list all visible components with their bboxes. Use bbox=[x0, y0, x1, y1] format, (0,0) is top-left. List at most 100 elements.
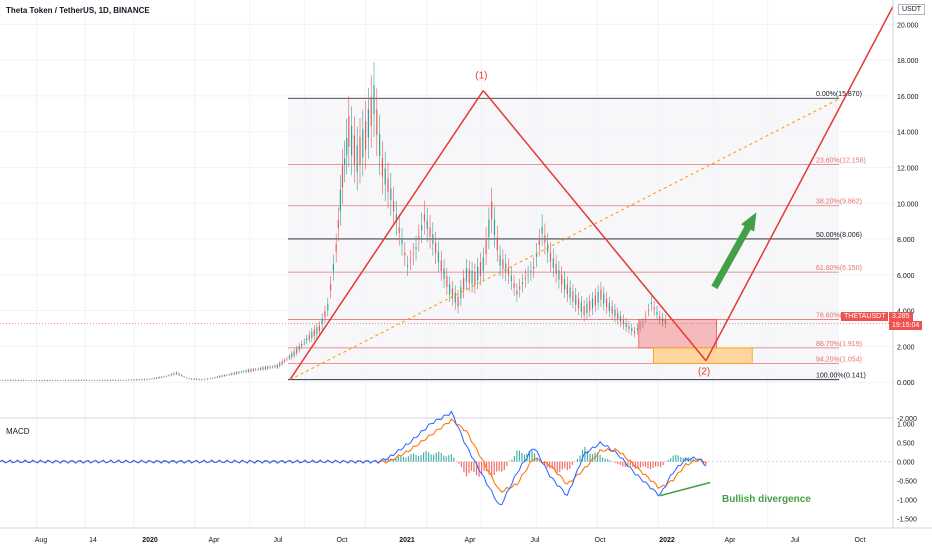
candle-body bbox=[2, 379, 4, 381]
macd-axis-tick: 0.500 bbox=[897, 441, 915, 448]
candle-body bbox=[70, 380, 72, 381]
candle-body bbox=[505, 263, 507, 272]
candle-body bbox=[608, 303, 610, 312]
macd-histogram-bar bbox=[584, 447, 586, 462]
candle-body bbox=[163, 376, 165, 378]
candle-body bbox=[544, 235, 546, 243]
candle-body bbox=[23, 380, 25, 381]
candle-body bbox=[549, 252, 552, 262]
candle-body bbox=[384, 168, 386, 185]
macd-histogram-bar bbox=[599, 454, 601, 462]
macd-histogram-bar bbox=[80, 461, 82, 463]
candle-body bbox=[563, 279, 566, 290]
candle-body bbox=[603, 293, 605, 304]
macd-histogram-bar bbox=[133, 461, 135, 463]
macd-histogram-bar bbox=[473, 461, 475, 473]
candle-body bbox=[457, 296, 459, 307]
macd-histogram-bar bbox=[347, 461, 349, 463]
candle-body bbox=[589, 300, 591, 311]
macd-histogram-bar bbox=[589, 453, 591, 462]
macd-histogram-bar bbox=[422, 452, 425, 462]
candle-body bbox=[196, 378, 198, 380]
candle-body bbox=[591, 298, 594, 309]
candle-body bbox=[49, 380, 51, 381]
candle-body bbox=[335, 244, 337, 252]
candle-body bbox=[301, 343, 303, 347]
macd-histogram-bar bbox=[39, 461, 41, 463]
macd-histogram-bar bbox=[670, 458, 672, 462]
chart-title: Theta Token / TetherUS, 1D, BINANCE bbox=[6, 6, 150, 15]
macd-histogram-bar bbox=[523, 454, 526, 462]
candle-body bbox=[245, 370, 247, 372]
macd-histogram-bar bbox=[105, 461, 107, 463]
macd-histogram-bar bbox=[483, 461, 485, 472]
macd-histogram-bar bbox=[571, 461, 573, 465]
macd-histogram-bar bbox=[95, 461, 97, 463]
candle-body bbox=[276, 364, 278, 368]
candle-body bbox=[262, 367, 264, 370]
candle-body bbox=[619, 316, 622, 322]
macd-histogram-bar bbox=[435, 452, 437, 462]
macd-histogram-bar bbox=[198, 461, 200, 463]
macd-histogram-bar bbox=[702, 461, 705, 464]
candle-body bbox=[440, 260, 442, 272]
macd-histogram-bar bbox=[32, 461, 34, 463]
candle-body bbox=[617, 313, 619, 319]
candle-body bbox=[339, 189, 341, 211]
macd-histogram-bar bbox=[460, 461, 463, 468]
candle-body bbox=[146, 379, 148, 380]
macd-histogram-bar bbox=[327, 461, 329, 463]
candle-body bbox=[468, 269, 470, 283]
time-axis-tick: Aug bbox=[35, 537, 48, 544]
macd-axis-tick: -0.500 bbox=[897, 479, 917, 486]
candle-body bbox=[645, 316, 647, 318]
candle-body bbox=[367, 108, 370, 138]
macd-histogram-bar bbox=[264, 461, 266, 463]
fib-level-label: 0.00%(15.870) bbox=[816, 91, 862, 98]
macd-histogram-bar bbox=[687, 457, 689, 462]
candle-body bbox=[332, 264, 334, 272]
macd-histogram-bar bbox=[238, 461, 241, 463]
macd-histogram-bar bbox=[153, 461, 155, 463]
macd-histogram-bar bbox=[677, 455, 679, 462]
candle-body bbox=[30, 380, 33, 382]
macd-histogram-bar bbox=[266, 461, 268, 463]
fib-level-label: 38.20%(9.862) bbox=[816, 199, 862, 206]
candle-body bbox=[521, 282, 524, 285]
candle-body bbox=[558, 269, 560, 280]
candle-body bbox=[36, 380, 38, 381]
macd-histogram-bar bbox=[37, 461, 39, 463]
currency-button[interactable]: USDT bbox=[898, 4, 926, 15]
macd-histogram-bar bbox=[211, 461, 213, 463]
candle-body bbox=[513, 283, 515, 288]
candle-body bbox=[240, 371, 242, 373]
candle-body bbox=[661, 317, 664, 322]
macd-histogram-bar bbox=[486, 461, 488, 472]
macd-histogram-bar bbox=[465, 461, 468, 477]
price-axis-tick: 20.000 bbox=[897, 22, 919, 29]
macd-histogram-bar bbox=[402, 456, 405, 462]
macd-histogram-bar bbox=[332, 461, 334, 463]
candle-body bbox=[415, 246, 417, 250]
candle-body bbox=[650, 302, 652, 305]
price-axis bbox=[893, 0, 932, 550]
candle-body bbox=[38, 380, 40, 381]
candle-body bbox=[44, 380, 46, 381]
candle-body bbox=[379, 133, 381, 156]
candle-body bbox=[247, 369, 250, 372]
candle-body bbox=[117, 379, 119, 381]
macd-histogram-bar bbox=[528, 451, 531, 462]
candle-body bbox=[306, 338, 308, 341]
candle-body bbox=[365, 121, 367, 150]
macd-histogram-bar bbox=[468, 461, 470, 474]
candle-body bbox=[381, 158, 384, 177]
macd-histogram-bar bbox=[594, 452, 596, 462]
candle-body bbox=[160, 376, 163, 378]
macd-histogram-bar bbox=[433, 454, 435, 462]
macd-histogram-bar bbox=[158, 461, 160, 463]
macd-histogram-bar bbox=[367, 461, 369, 463]
candle-body bbox=[404, 252, 406, 256]
candle-body bbox=[216, 376, 218, 378]
candle-body bbox=[337, 220, 339, 229]
